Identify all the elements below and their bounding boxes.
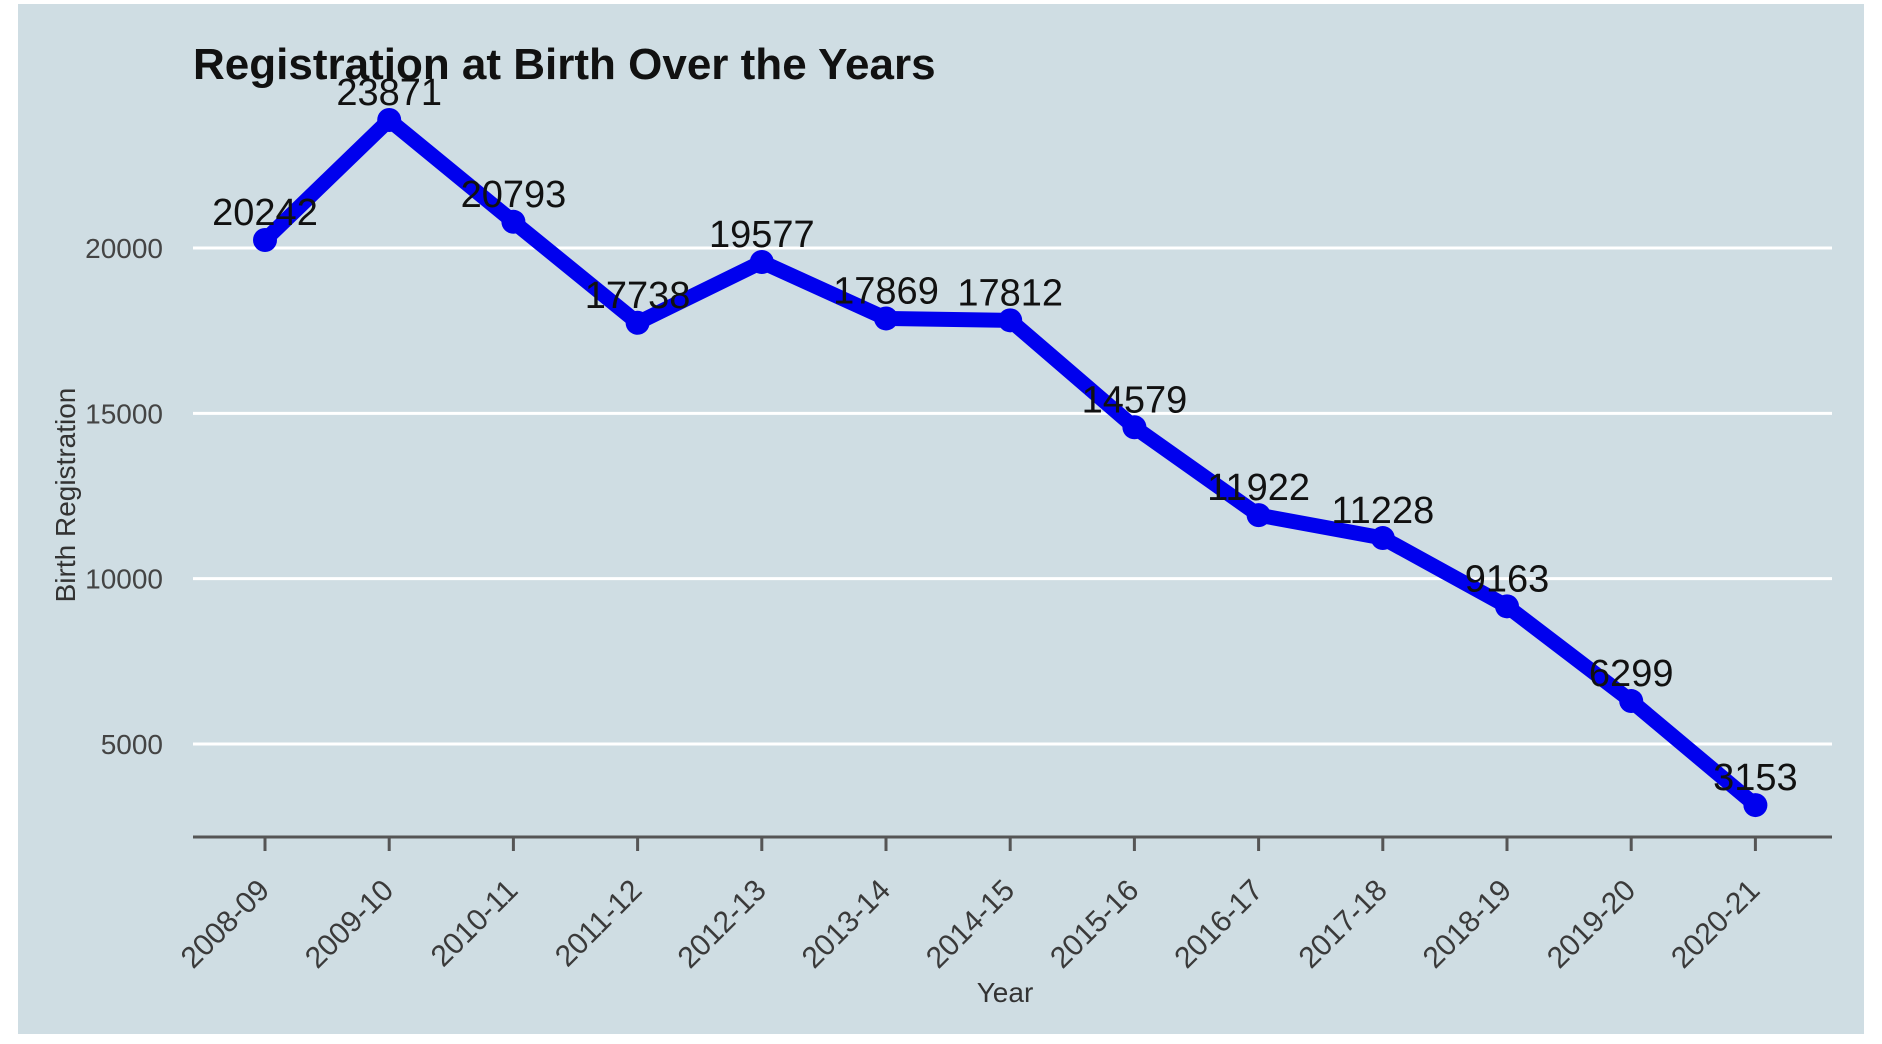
data-label: 3153	[1713, 757, 1798, 799]
x-tick-label: 2010-11	[425, 874, 525, 974]
data-labels: 20242 23871 20793 17738 19577 17869 17812 14579…	[212, 72, 1798, 799]
data-point	[874, 306, 898, 331]
x-axis-label: Year	[977, 977, 1034, 1008]
x-tick-label: 2011-12	[549, 874, 649, 974]
x-tick-label: 2017-18	[1293, 874, 1394, 975]
data-label: 20242	[212, 192, 318, 234]
x-tick-label: 2014-15	[920, 874, 1021, 975]
data-point	[1370, 526, 1395, 551]
y-tick-label: 20000	[85, 233, 163, 264]
data-point	[1246, 503, 1271, 528]
data-point	[1743, 793, 1768, 818]
y-tick-label: 5000	[101, 729, 163, 760]
x-tick-labels: 2008-09 2009-10 2010-11 2011-12 2012-13 2013-…	[175, 874, 1767, 975]
gridlines	[193, 246, 1832, 746]
x-tick-label: 2016-17	[1168, 874, 1269, 975]
x-ticks	[263, 837, 1757, 851]
x-tick-label: 2013-14	[796, 874, 897, 975]
data-point	[625, 310, 650, 335]
data-point	[749, 249, 774, 274]
y-tick-label: 15000	[85, 398, 163, 429]
x-tick-label: 2015-16	[1044, 874, 1145, 975]
y-tick-label: 10000	[85, 564, 163, 595]
data-point	[1122, 415, 1147, 440]
y-tick-labels: 5000 10000 15000 20000	[85, 233, 163, 760]
chart-title: Registration at Birth Over the Years	[193, 40, 936, 89]
data-point	[998, 308, 1023, 333]
data-point	[253, 227, 277, 252]
data-label: 14579	[1082, 379, 1188, 421]
x-tick-label: 2020-21	[1665, 874, 1766, 975]
data-label: 20793	[461, 174, 567, 216]
x-tick-label: 2008-09	[175, 874, 276, 975]
data-label: 19577	[709, 214, 815, 256]
x-tick-label: 2018-19	[1417, 874, 1518, 975]
x-tick-label: 2019-20	[1541, 874, 1642, 975]
x-tick-label: 2012-13	[672, 874, 773, 975]
data-label: 11228	[1331, 490, 1434, 532]
data-points	[253, 107, 1768, 818]
data-label: 6299	[1589, 653, 1674, 695]
series-line	[257, 112, 1763, 813]
data-point	[1619, 689, 1644, 714]
data-label: 23871	[336, 72, 442, 114]
data-point	[501, 209, 526, 234]
x-tick-label: 2009-10	[299, 874, 400, 975]
data-label: 9163	[1465, 558, 1550, 600]
data-point	[1495, 594, 1519, 619]
data-label: 17738	[585, 275, 691, 317]
data-label: 17812	[957, 272, 1063, 314]
data-point	[377, 107, 402, 132]
data-label: 17869	[833, 270, 939, 312]
y-axis-label: Birth Registration	[50, 388, 81, 603]
data-label: 11922	[1207, 467, 1310, 509]
